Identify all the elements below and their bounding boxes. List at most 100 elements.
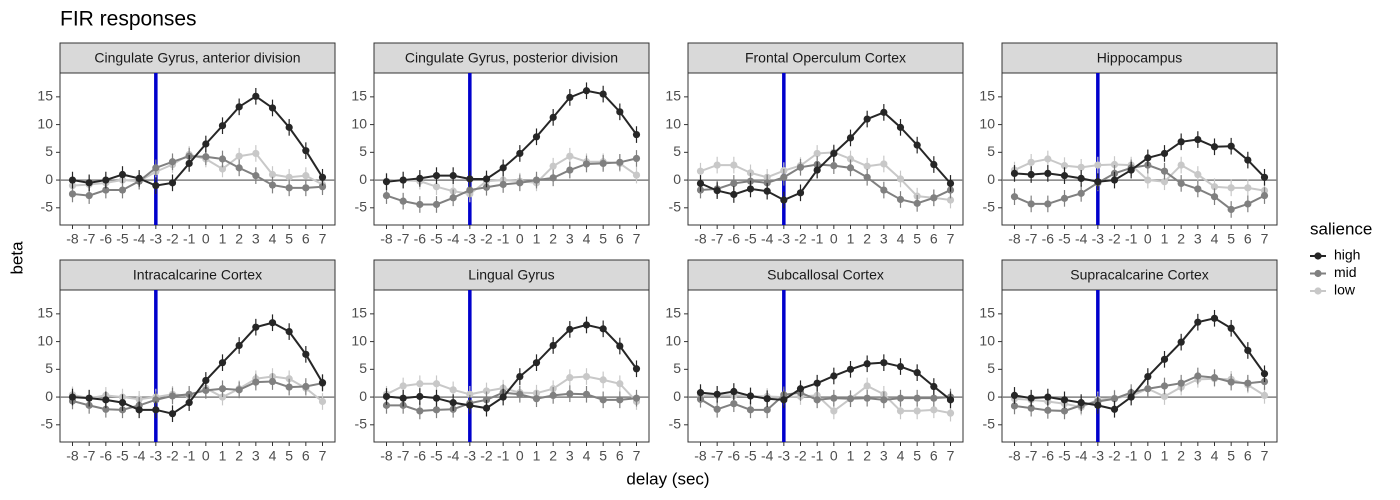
series-line: [386, 391, 637, 412]
point: [1177, 161, 1185, 169]
point: [118, 170, 127, 179]
y-axis-label: beta: [7, 241, 26, 275]
x-tick-label: 7: [1261, 231, 1269, 247]
x-tick-label: 2: [863, 231, 871, 247]
point: [432, 172, 441, 180]
x-tick-label: -4: [761, 448, 774, 464]
series-line: [386, 323, 638, 410]
point: [1094, 178, 1102, 186]
series-line: [1014, 164, 1265, 211]
point: [1160, 149, 1169, 158]
point: [1094, 161, 1102, 169]
point: [880, 359, 888, 367]
point: [1244, 200, 1252, 208]
point: [302, 184, 310, 192]
x-tick-label: -2: [794, 231, 807, 247]
series-line: [700, 111, 952, 202]
x-tick-label: 1: [219, 231, 227, 247]
point: [566, 152, 574, 160]
point: [896, 362, 905, 371]
point: [1044, 406, 1052, 414]
point: [68, 190, 77, 198]
x-tick-label: 1: [1161, 448, 1169, 464]
point: [1060, 407, 1069, 415]
strip: [1001, 42, 1278, 74]
legend-point: [1314, 269, 1322, 278]
point: [1044, 393, 1052, 401]
point: [499, 164, 507, 172]
point: [863, 360, 871, 368]
x-tick-label: 0: [202, 448, 210, 464]
point: [399, 197, 407, 205]
x-tick-label: 2: [235, 448, 243, 464]
y-tick-label: -5: [669, 416, 682, 432]
point: [582, 390, 591, 398]
point: [566, 374, 574, 382]
point: [730, 400, 738, 408]
point: [85, 394, 93, 402]
point: [1194, 135, 1202, 144]
point: [268, 104, 277, 112]
x-tick-label: -4: [133, 448, 146, 464]
strip-label: Hippocampus: [1097, 50, 1183, 66]
x-tick-label: -2: [1108, 448, 1121, 464]
point: [763, 187, 771, 195]
point: [696, 389, 705, 397]
x-tick-label: 6: [616, 448, 624, 464]
point: [863, 115, 871, 123]
y-tick-label: 15: [37, 88, 53, 104]
point: [1144, 372, 1152, 381]
point: [399, 394, 407, 402]
point: [382, 191, 391, 200]
point: [516, 179, 524, 187]
point: [863, 173, 871, 181]
y-tick-label: 15: [351, 88, 367, 104]
series-line: [386, 375, 638, 403]
x-tick-label: 6: [930, 448, 938, 464]
panel: [1001, 289, 1278, 443]
point: [1127, 166, 1135, 174]
point: [1060, 396, 1069, 404]
x-tick-label: 0: [516, 231, 524, 247]
point: [382, 178, 391, 186]
x-tick-label: 5: [599, 231, 607, 247]
point: [696, 179, 705, 187]
x-tick-label: -4: [1075, 231, 1088, 247]
point: [549, 162, 557, 170]
strip: [59, 259, 336, 291]
point: [168, 158, 177, 166]
point: [68, 176, 77, 184]
point: [830, 149, 838, 158]
point: [913, 369, 921, 377]
x-tick-label: 2: [549, 231, 557, 247]
point: [632, 365, 641, 373]
point: [780, 396, 788, 404]
point: [746, 169, 755, 177]
point: [930, 394, 938, 402]
y-tick-label: 5: [45, 143, 53, 159]
point: [763, 406, 771, 414]
series-line: [386, 157, 637, 206]
y-tick-label: 5: [987, 360, 995, 376]
point: [549, 174, 557, 182]
x-tick-label: 4: [1211, 231, 1219, 247]
x-tick-label: 7: [1261, 448, 1269, 464]
point: [913, 141, 921, 149]
y-tick-label: 5: [45, 360, 53, 376]
x-tick-label: 7: [319, 231, 327, 247]
point: [202, 386, 210, 395]
x-tick-label: -3: [1092, 231, 1105, 247]
x-tick-label: -2: [1108, 231, 1121, 247]
point: [432, 380, 441, 388]
x-tick-label: -1: [497, 448, 510, 464]
x-tick-label: -3: [464, 448, 477, 464]
point: [285, 123, 293, 131]
y-tick-label: 10: [665, 115, 681, 131]
point: [599, 325, 607, 333]
point: [896, 394, 905, 402]
point: [1244, 156, 1252, 164]
x-tick-label: -3: [150, 231, 163, 247]
strip: [59, 42, 336, 74]
point: [168, 179, 177, 187]
point: [780, 173, 788, 181]
